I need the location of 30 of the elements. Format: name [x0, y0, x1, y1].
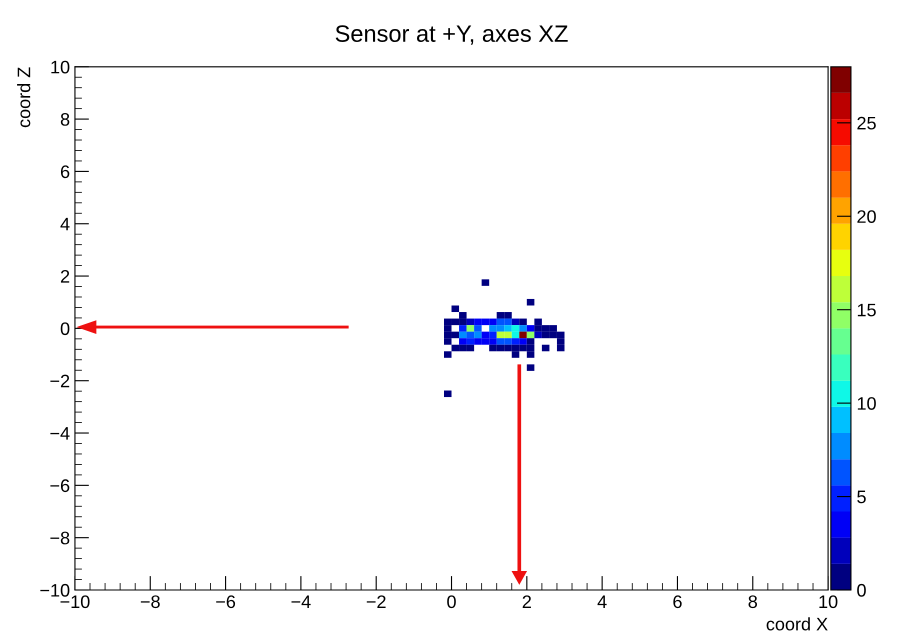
color-bar-label: 10 [858, 397, 876, 410]
y-tick-label: −8 [50, 532, 70, 544]
y-tick-label: −4 [50, 427, 70, 440]
x-tick-label: 0 [447, 595, 456, 608]
x-tick-label: −4 [291, 596, 311, 608]
x-tick-label: 6 [673, 595, 682, 608]
y-tick-label: −6 [50, 479, 70, 492]
color-bar-label: 15 [858, 304, 876, 316]
y-tick-label: 8 [60, 113, 70, 126]
chart-title: Sensor at +Y, axes XZ [336, 25, 568, 45]
x-axis-title: coord X [766, 617, 828, 631]
color-bar-label: 20 [857, 210, 876, 223]
y-tick-label: 10 [51, 60, 70, 74]
x-tick-label: 2 [522, 595, 531, 608]
x-tick-label: 4 [598, 596, 607, 608]
x-tick-label: 10 [819, 595, 838, 608]
y-tick-label: 2 [60, 270, 70, 283]
x-tick-label: 8 [748, 595, 758, 608]
y-tick-label: 4 [60, 218, 70, 230]
y-tick-label: −2 [50, 374, 70, 388]
color-bar-label: 25 [857, 116, 876, 130]
x-tick-label: −6 [216, 595, 236, 608]
y-tick-label: −10 [40, 584, 70, 597]
y-tick-label: 0 [60, 322, 70, 336]
x-tick-label: −8 [140, 595, 160, 608]
y-tick-label: 6 [60, 165, 70, 178]
color-bar-label: 5 [857, 490, 866, 504]
y-axis-title: coord Z [17, 67, 30, 128]
color-bar-label: 0 [857, 584, 866, 597]
x-tick-label: −2 [366, 595, 386, 608]
